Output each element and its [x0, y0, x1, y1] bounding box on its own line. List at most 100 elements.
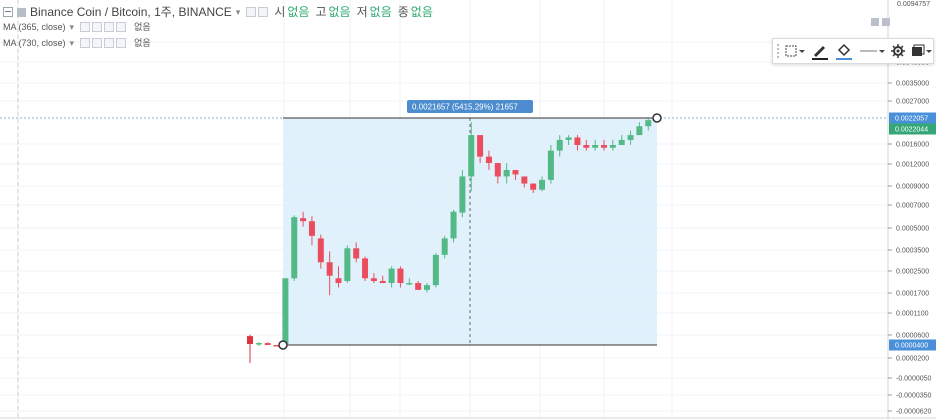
high-price-badge: 0.0022057 [889, 112, 936, 124]
candle [530, 183, 537, 194]
candle-body [300, 218, 307, 222]
candle-body [618, 139, 625, 145]
candle-body [530, 183, 537, 190]
candle-body [583, 145, 590, 148]
collapse-icon[interactable] [3, 7, 13, 17]
candle [282, 278, 289, 345]
low-key: 저 [356, 5, 368, 19]
settings-icon[interactable] [92, 22, 103, 32]
price-tick-label: -0.0000050 [896, 376, 932, 383]
price-tick-label: 0.0000600 [896, 333, 929, 340]
candle-body [344, 248, 351, 281]
candle-body [308, 221, 315, 236]
price-tick-label: -0.0000350 [896, 393, 932, 400]
price-tick-label: 0.0002500 [896, 269, 929, 276]
more-icon[interactable] [116, 22, 127, 32]
candle-body [247, 336, 253, 345]
candle-body [645, 120, 652, 127]
price-tick-label: 0.0005000 [896, 226, 929, 233]
candle [308, 216, 315, 246]
settings-icon[interactable] [92, 38, 103, 48]
line-style-icon[interactable] [859, 40, 885, 62]
candle-body [397, 268, 404, 284]
eye-icon[interactable] [80, 38, 91, 48]
scale-icon[interactable] [882, 18, 890, 26]
ma1-label[interactable]: MA (365, close) [3, 22, 66, 32]
legend: Binance Coin / Bitcoin, 1주, BINANCE ▾ 시 … [3, 4, 433, 51]
measure-start-handle[interactable] [278, 340, 288, 350]
candle [609, 139, 616, 151]
symbol-title[interactable]: Binance Coin / Bitcoin, 1주, BINANCE [30, 5, 232, 19]
candle-body [317, 238, 324, 263]
axis-top-controls [871, 18, 893, 26]
more-icon[interactable] [116, 38, 127, 48]
candle-body [282, 278, 289, 345]
high-price-badge-bg [889, 112, 936, 124]
candle-body [370, 278, 377, 281]
candle-body [636, 126, 643, 136]
high-key: 고 [315, 5, 327, 19]
price-tick-label: 0.0027000 [896, 99, 929, 106]
price-tick-label: 0.0000200 [896, 356, 929, 363]
price-tick-label: 0.0003500 [896, 248, 929, 255]
gear-icon[interactable] [891, 40, 905, 62]
candle [397, 266, 404, 288]
candle-body [441, 238, 448, 255]
close-icon[interactable] [104, 38, 115, 48]
candle-body [362, 258, 369, 279]
candle-body [503, 170, 510, 177]
close-value: 없음 [410, 5, 433, 19]
close-icon[interactable] [258, 7, 269, 17]
candle-body [609, 145, 616, 148]
chevron-down-icon[interactable]: ▾ [69, 22, 75, 32]
candle-body [485, 156, 492, 164]
candle [388, 266, 395, 288]
low-price-badge: 0.0000400 [889, 339, 936, 351]
low-price-badge-text: 0.0000400 [895, 343, 928, 350]
eye-icon[interactable] [246, 7, 257, 17]
close-icon[interactable] [104, 22, 115, 32]
candle-body [424, 285, 430, 290]
candle [459, 170, 466, 218]
candle [485, 150, 492, 170]
candle [583, 139, 590, 151]
chevron-down-icon[interactable]: ▾ [235, 7, 241, 17]
candle-body [512, 170, 519, 175]
open-value: 없음 [287, 5, 310, 19]
candle-body [539, 179, 546, 190]
price-tick-label: 0.0001100 [896, 311, 929, 318]
fill-bucket-icon[interactable] [835, 40, 853, 62]
symbol-icon [17, 7, 26, 17]
candle-body [326, 262, 333, 276]
candle [273, 345, 280, 347]
pencil-icon[interactable] [811, 40, 829, 62]
candle-body [565, 137, 572, 140]
candle [370, 273, 377, 284]
candle-body [415, 283, 422, 290]
candle [379, 275, 386, 284]
candle-body [521, 176, 528, 184]
candle [255, 342, 262, 346]
candle [406, 278, 413, 286]
candle-body [291, 217, 298, 279]
candle [362, 256, 369, 281]
candle [547, 145, 554, 184]
ma2-label[interactable]: MA (730, close) [3, 38, 66, 48]
candle [450, 210, 457, 243]
chevron-down-icon[interactable]: ▾ [69, 38, 75, 48]
layers-icon[interactable] [911, 40, 933, 62]
candle-body [406, 283, 413, 285]
price-axis[interactable]: 0.00947570.00750000.00450000.00350000.00… [888, 1, 936, 416]
candle [344, 245, 351, 284]
price-tick-label: 0.0007000 [896, 203, 929, 210]
candle-body [388, 268, 395, 284]
candle [441, 235, 448, 259]
drag-handle[interactable] [777, 44, 779, 58]
select-box-icon[interactable] [785, 40, 805, 62]
measure-end-handle[interactable] [652, 113, 662, 123]
candle-body [264, 343, 271, 345]
lock-icon[interactable] [871, 18, 879, 26]
eye-icon[interactable] [80, 22, 91, 32]
candle-body [273, 345, 280, 347]
